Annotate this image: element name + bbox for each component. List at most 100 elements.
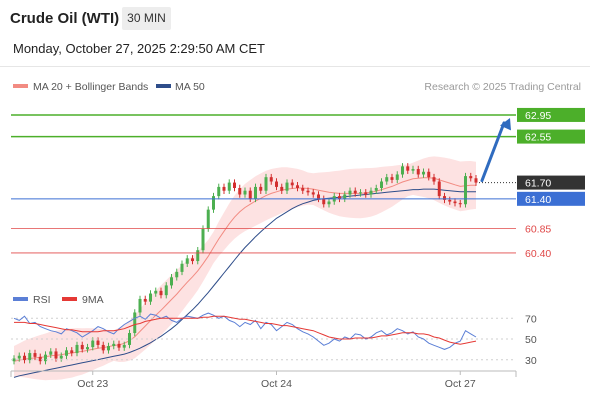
candle-body [96, 340, 100, 345]
candle-body [44, 354, 47, 362]
resistance-label: 62.55 [525, 132, 551, 144]
candle-body [448, 199, 452, 202]
candle-body [458, 203, 462, 205]
candle-body [86, 347, 89, 350]
rsi-ma-legend-label: 9MA [82, 294, 104, 306]
candle-body [380, 181, 383, 188]
candle-body [306, 190, 310, 193]
candle-body [269, 177, 273, 182]
x-tick-label: Oct 23 [77, 378, 108, 390]
level-lines: 62.95 62.55 61.70 61.40 60.85 60.40 [11, 107, 585, 260]
candle-body [54, 351, 58, 359]
timestamp: Monday, October 27, 2025 2:29:50 AM CET [13, 41, 265, 56]
candle-body [133, 312, 137, 334]
candle-body [353, 190, 357, 194]
candle-body [322, 198, 326, 205]
instrument-title: Crude Oil (WTI) [10, 10, 120, 27]
candle-body [401, 166, 404, 175]
rsi-legend-label: RSI [33, 294, 51, 306]
candle-body [59, 355, 63, 359]
timeframe-badge[interactable]: 30 MIN [122, 7, 171, 30]
rsi-tick-label: 70 [525, 313, 537, 325]
ma50-legend-label: MA 50 [175, 81, 205, 93]
candle-body [138, 298, 142, 313]
candle-body [206, 209, 210, 229]
candle-body [369, 190, 373, 195]
candle-body [17, 355, 21, 359]
candle-body [432, 177, 436, 182]
candle-body [23, 355, 26, 361]
candle-body [311, 192, 315, 195]
candle-body [222, 186, 226, 191]
candle-body [416, 169, 420, 175]
candle-body [143, 298, 147, 302]
last-price-label: 61.70 [525, 178, 551, 190]
candle-body [12, 358, 16, 362]
candle-body [296, 185, 299, 188]
candle-body [427, 171, 431, 178]
candle-body [128, 333, 131, 345]
forecast-arrow-shaft [480, 121, 506, 183]
candle-body [101, 344, 105, 351]
pivot-label: 61.40 [525, 194, 551, 206]
candle-body [395, 174, 399, 180]
x-axis: Oct 23 Oct 24 Oct 27 [77, 371, 476, 390]
candle-body [301, 188, 305, 191]
resistance-tag [517, 107, 585, 122]
candle-body [196, 250, 200, 262]
candle-body [254, 186, 257, 199]
ma20-legend-label: MA 20 + Bollinger Bands [33, 81, 148, 93]
rsi-ma-legend-swatch [62, 297, 77, 301]
candle-body [175, 271, 179, 278]
candle-body [233, 182, 236, 188]
ma20-line [13, 177, 476, 362]
candle-body [28, 353, 32, 361]
ma50-legend-swatch [156, 84, 171, 88]
rsi-legend-swatch [13, 297, 28, 301]
candle-body [170, 277, 173, 286]
candle-body [275, 181, 278, 187]
candle-body [411, 169, 415, 171]
candle-body [259, 186, 263, 191]
candle-body [201, 228, 205, 251]
divider [0, 66, 590, 67]
candle-body [474, 178, 478, 183]
rsi-tick-label: 30 [525, 355, 537, 367]
candle-body [65, 350, 68, 356]
candle-body [91, 340, 95, 348]
rsi-tick-label: 50 [525, 334, 537, 346]
candle-body [185, 258, 189, 264]
ma50-line [13, 188, 476, 378]
price-panel [12, 156, 478, 381]
title-bar: Crude Oil (WTI) 30 MIN [0, 0, 590, 36]
candle-body [338, 196, 341, 199]
resistance-tag [517, 129, 585, 144]
candle-body [406, 166, 410, 171]
candle-body [159, 290, 163, 296]
x-tick-label: Oct 24 [261, 378, 292, 390]
candle-body [49, 351, 53, 355]
candle-body [285, 182, 289, 191]
candle-body [191, 258, 194, 262]
candle-body [317, 194, 320, 199]
ma20-legend-swatch [13, 84, 28, 88]
copyright: Research © 2025 Trading Central [424, 81, 581, 93]
candle-body [290, 182, 294, 186]
candle-body [453, 201, 457, 204]
pivot-tag [517, 191, 585, 206]
candle-body [75, 344, 79, 354]
rsi-ma-line [14, 315, 477, 345]
candle-body [469, 176, 473, 179]
support-label: 60.40 [525, 248, 551, 260]
candle-body [117, 343, 121, 348]
candle-body [390, 177, 394, 180]
candle-body [264, 177, 268, 191]
candle-body [227, 182, 231, 191]
candle-body [238, 188, 242, 195]
candle-body [374, 188, 378, 191]
candle-body [422, 171, 425, 175]
bollinger-band [14, 156, 476, 381]
candle-body [437, 181, 441, 197]
rsi-panel: 70 50 30 [11, 312, 537, 367]
candle-body [212, 196, 215, 210]
